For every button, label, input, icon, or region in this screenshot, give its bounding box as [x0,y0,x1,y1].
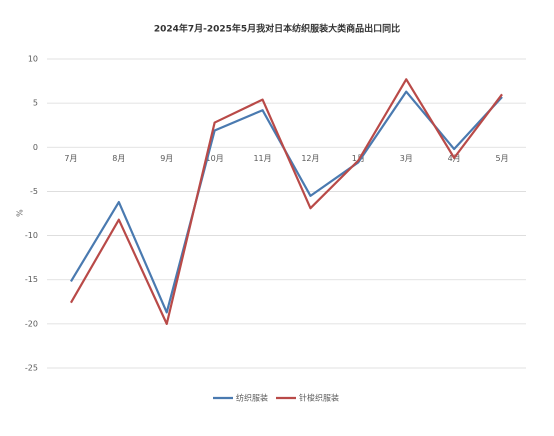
x-tick-label: 5月 [496,154,509,163]
x-tick-label: 7月 [64,154,77,163]
y-tick-label: 0 [33,143,38,152]
y-tick-label: -10 [25,231,38,240]
y-tick-label: -25 [25,364,38,373]
x-tick-label: 1月 [352,154,365,163]
y-tick-label: -15 [25,275,38,284]
y-tick-label: -20 [25,319,38,328]
x-tick-label: 12月 [301,154,319,163]
legend-label: 针梭织服装 [299,393,339,403]
y-tick-label: 10 [28,55,38,64]
x-tick-label: 9月 [160,154,173,163]
y-axis-label: % [16,209,25,217]
x-tick-label: 8月 [112,154,125,163]
y-tick-label: 5 [33,99,38,108]
legend-label: 纺织服装 [236,393,268,403]
x-tick-label: 11月 [253,154,271,163]
series-line [69,78,503,325]
x-tick-label: 10月 [206,154,224,163]
chart-title: 2024年7月-2025年5月我对日本纺织服装大类商品出口同比 [154,23,400,35]
x-tick-label: 3月 [400,154,413,163]
y-tick-label: -5 [30,187,38,196]
